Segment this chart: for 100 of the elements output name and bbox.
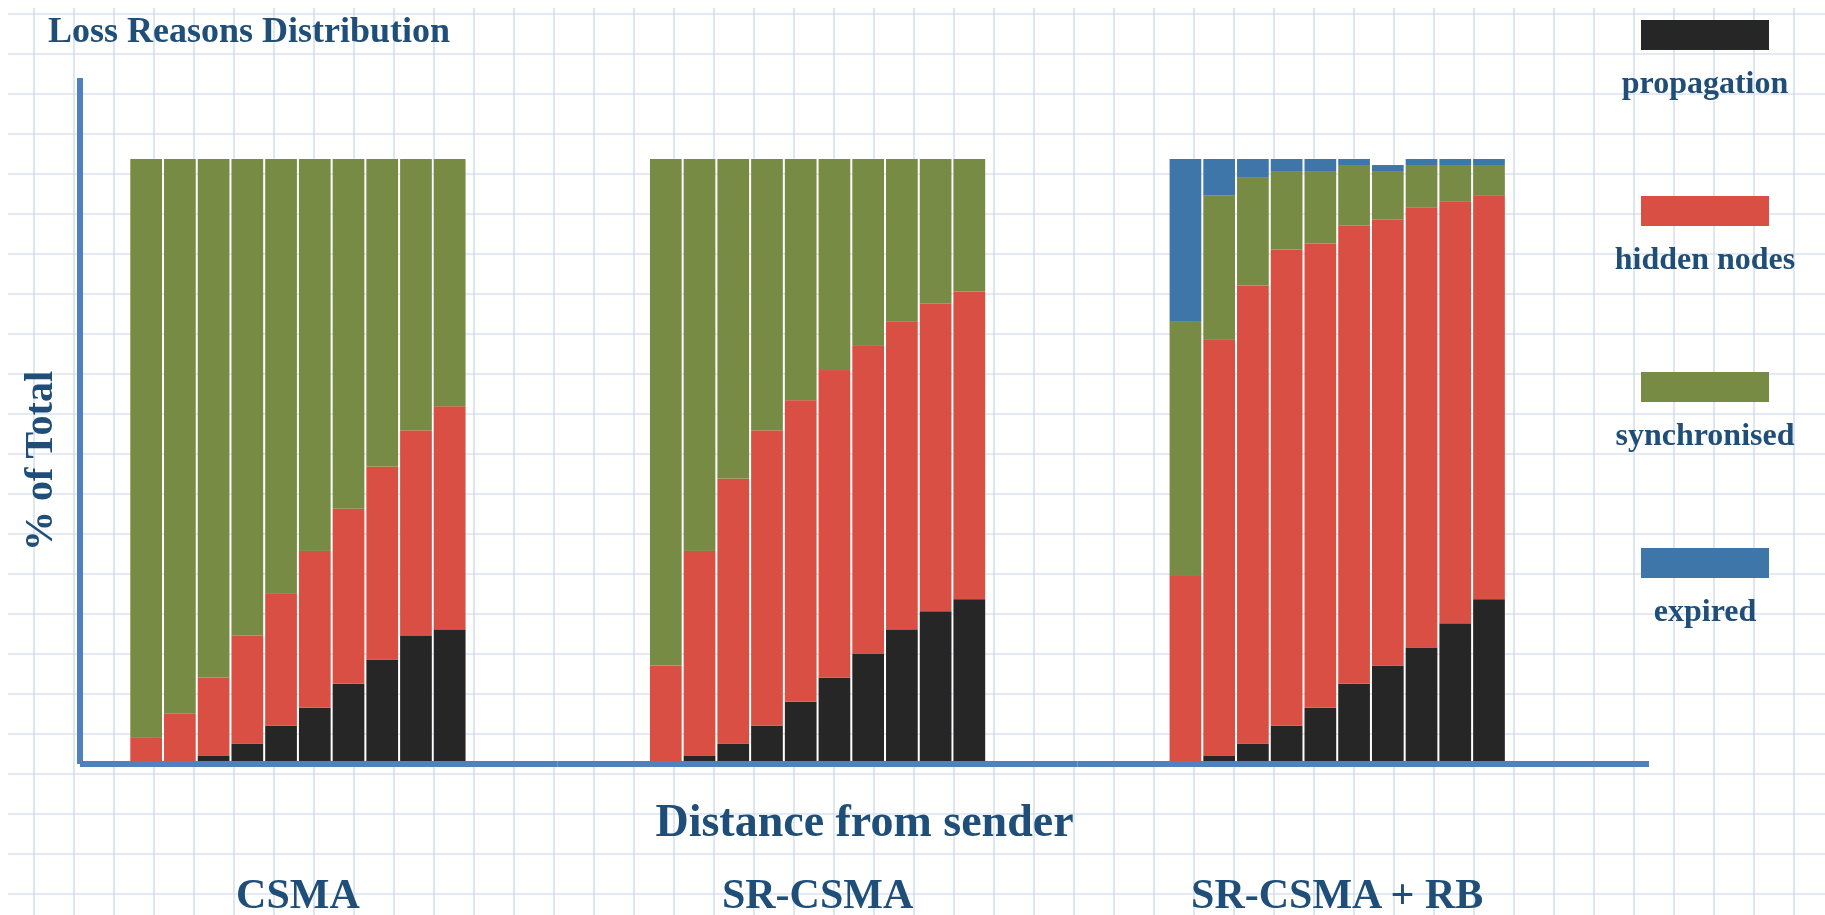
bar	[231, 159, 264, 636]
bar	[852, 345, 885, 654]
bar	[1371, 171, 1404, 220]
legend-label: propagation	[1621, 64, 1789, 100]
bar	[1270, 249, 1303, 726]
bar	[1439, 165, 1472, 202]
bar	[818, 677, 851, 762]
bar	[298, 159, 331, 551]
bar	[1270, 725, 1303, 762]
bar	[366, 659, 399, 762]
bar	[1405, 647, 1438, 762]
bar	[953, 159, 986, 292]
bar	[1304, 707, 1337, 762]
bar	[265, 593, 297, 726]
bar	[130, 737, 162, 762]
bar	[784, 701, 817, 762]
bar	[852, 653, 885, 762]
bar	[852, 159, 885, 346]
bar	[1304, 243, 1337, 708]
bar	[1473, 195, 1505, 600]
bar	[649, 665, 682, 762]
bar	[400, 159, 432, 431]
bar	[919, 611, 952, 762]
bar	[164, 713, 196, 762]
bar	[953, 599, 986, 762]
bar	[164, 159, 196, 714]
bar	[784, 159, 817, 401]
bar	[818, 370, 851, 678]
bar	[332, 159, 365, 509]
bar	[1473, 599, 1505, 762]
bar	[1338, 159, 1370, 166]
bar	[1371, 665, 1404, 762]
bar	[197, 159, 230, 678]
bar	[366, 466, 399, 660]
bar	[130, 159, 162, 738]
bar	[1473, 165, 1505, 196]
bar	[683, 550, 716, 756]
text: CSMA	[236, 871, 361, 915]
bar	[919, 159, 952, 304]
bar	[433, 159, 466, 407]
bar	[1203, 339, 1236, 756]
bar	[1237, 743, 1269, 762]
bar	[1439, 623, 1472, 762]
bar	[1405, 165, 1438, 208]
x-axis-title: Distance from sender	[655, 795, 1074, 846]
bar	[1439, 159, 1472, 166]
bar	[751, 159, 783, 431]
bar	[886, 159, 918, 322]
bar	[332, 508, 365, 684]
legend-label: synchronised	[1615, 416, 1795, 452]
bar	[1270, 159, 1303, 172]
bar	[332, 683, 365, 762]
bar	[886, 629, 918, 762]
bar	[784, 400, 817, 702]
bar	[1405, 159, 1438, 166]
bar	[231, 635, 264, 744]
bar	[400, 635, 432, 762]
bar	[1270, 171, 1303, 250]
bar	[1338, 225, 1370, 684]
bar	[1169, 321, 1202, 576]
bar	[298, 707, 331, 762]
bar	[818, 159, 851, 371]
bar	[683, 159, 716, 551]
bar	[953, 291, 986, 600]
bar	[1405, 207, 1438, 648]
bar	[1237, 159, 1269, 178]
bar	[717, 743, 750, 762]
bar	[366, 159, 399, 467]
bar	[265, 159, 297, 594]
bar	[1439, 201, 1472, 624]
bar	[649, 159, 682, 666]
bar	[1371, 165, 1404, 172]
bar	[1169, 575, 1202, 762]
legend-label: expired	[1653, 592, 1757, 628]
bar	[1338, 165, 1370, 226]
bar	[751, 725, 783, 762]
bar	[1338, 683, 1370, 762]
bar	[919, 303, 952, 612]
bar	[1304, 171, 1337, 244]
bar	[886, 321, 918, 630]
bar	[197, 677, 230, 756]
bar	[433, 629, 466, 762]
bar	[1203, 195, 1236, 340]
legend-label: hidden nodes	[1614, 240, 1796, 276]
bar	[433, 406, 466, 630]
bar	[1473, 159, 1505, 166]
bar	[1203, 159, 1236, 196]
text: SR-CSMA	[721, 871, 914, 915]
bar	[1237, 177, 1269, 286]
bar	[751, 430, 783, 726]
bar	[1237, 285, 1269, 744]
bar	[717, 478, 750, 744]
y-axis-title: % of Total	[16, 370, 61, 552]
bar	[265, 725, 297, 762]
bar	[298, 550, 331, 708]
bar	[231, 743, 264, 762]
text: SR-CSMA + RB	[1191, 871, 1484, 915]
bar	[1371, 219, 1404, 666]
bar	[1169, 159, 1202, 322]
bar	[1304, 159, 1337, 172]
